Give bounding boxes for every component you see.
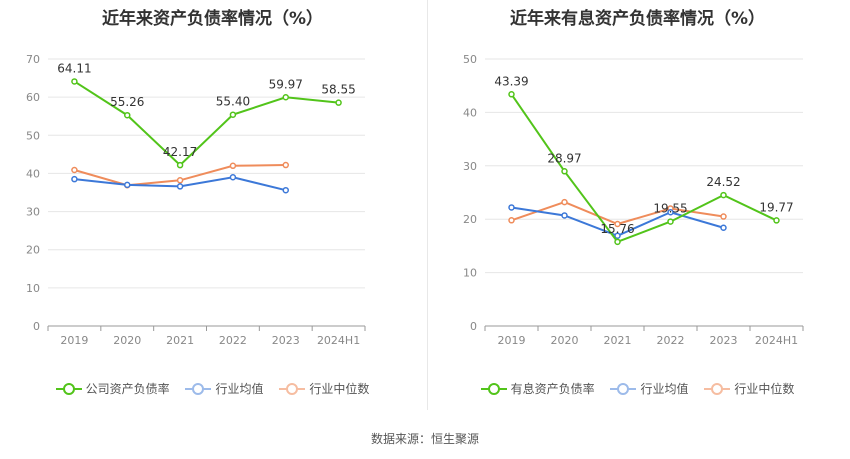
y-tick-label: 40 [463,106,477,119]
legend-label: 有息资产负债率 [510,382,595,396]
x-tick-label: 2020 [113,334,141,347]
x-tick-label: 2020 [551,334,579,347]
chart-legend: 有息资产负债率 行业均值 行业中位数 [425,380,850,398]
chart-title: 近年来资产负债率情况（%） [101,9,324,29]
chart-plot-debt-ratio: 0 10 20 30 40 50 60 70 2019 2020 2021 2022 2023 2024H… [26,53,366,347]
data-point [508,91,515,98]
y-tick-label: 0 [33,320,40,333]
chart-panel-debt-ratio: 近年来资产负债率情况（%） 0 10 20 30 40 50 60 70 2019 2020 202… [0,0,425,410]
legend-label: 行业均值 [640,382,689,396]
legend-item-company-ratio[interactable]: 公司资产负债率 [55,380,170,397]
data-point [176,177,184,184]
y-tick-label: 50 [463,53,477,66]
data-point [508,204,515,211]
legend-item-industry-mean[interactable]: 行业均值 [185,380,264,397]
data-point [124,181,131,189]
legend-swatch-blue [185,382,212,395]
data-label: 43.39 [494,74,528,88]
data-point [667,209,674,216]
y-tick-label: 40 [26,167,40,180]
legend-label: 行业中位数 [734,382,795,396]
data-point [71,166,78,174]
x-tick-label: 2021 [166,334,194,347]
chart-title: 近年来有息资产负债率情况（%） [509,9,766,29]
y-tick-label: 50 [26,129,40,142]
data-label: 59.97 [269,77,303,91]
legend-swatch-orange [279,382,306,395]
y-tick-label: 10 [26,282,40,295]
data-label: 58.55 [321,83,355,97]
data-label: 55.40 [216,95,250,109]
y-tick-label: 30 [26,206,40,219]
data-point [176,161,184,169]
series-line [73,80,339,167]
data-point [282,186,289,194]
legend-item-industry-median[interactable]: 行业中位数 [704,380,794,397]
legend-item-interest-ratio[interactable]: 有息资产负债率 [480,380,595,397]
x-tick-label: 2023 [710,334,738,347]
series-line [510,93,777,244]
y-tick-label: 30 [463,160,477,173]
x-tick-label: 2022 [219,334,247,347]
data-point [229,111,237,118]
y-tick-label: 20 [463,213,477,226]
legend-swatch-blue [610,382,637,395]
legend-label: 行业中位数 [309,382,370,396]
data-point [229,162,237,170]
legend-swatch-green [55,382,82,395]
chart-plot-interest-debt-ratio: 0 10 20 30 40 50 2019 2020 2021 2022 2023 2024H1 43.… [463,53,804,347]
x-tick-label: 2024H1 [317,334,360,347]
x-tick-label: 2023 [272,334,300,347]
data-point [561,198,568,206]
data-point [282,94,289,101]
x-tick-label: 2019 [60,334,88,347]
data-source-note: 数据来源：恒生聚源 [370,432,479,446]
data-point [614,232,621,240]
data-point [508,217,515,224]
y-tick-label: 20 [26,244,40,257]
data-label: 15.76 [600,222,634,236]
data-point [720,191,727,199]
y-tick-label: 60 [26,91,40,104]
chart-panel-interest-debt-ratio: 近年来有息资产负债率情况（%） 0 10 20 30 40 50 2019 2020 2021 2… [425,0,850,410]
chart-legend: 公司资产负债率 行业均值 行业中位数 [0,380,425,398]
y-tick-label: 70 [26,53,40,66]
x-tick-label: 2022 [657,334,685,347]
y-tick-label: 0 [470,320,477,333]
data-point [282,161,289,169]
data-point [720,213,727,220]
data-point [667,218,674,225]
data-point [773,217,780,224]
data-point [71,78,78,85]
x-tick-label: 2021 [604,334,632,347]
x-tick-label: 2024H1 [755,334,798,347]
data-label: 24.52 [706,175,740,189]
data-label: 64.11 [57,61,91,75]
legend-item-industry-median[interactable]: 行业中位数 [279,380,369,397]
data-label: 19.77 [759,200,793,214]
data-point [561,168,568,175]
data-point [335,99,342,106]
legend-swatch-orange [704,382,731,395]
data-point [614,238,621,246]
data-point [561,212,568,219]
legend-swatch-green [480,382,507,395]
data-label: 19.55 [653,202,687,216]
y-tick-label: 10 [463,267,477,280]
data-label: 42.17 [163,145,197,159]
data-point [614,220,621,228]
data-point [124,111,131,119]
data-point [71,175,78,183]
data-point [720,224,727,231]
x-tick-label: 2019 [498,334,526,347]
legend-label: 公司资产负债率 [85,382,170,396]
data-point [176,183,184,190]
legend-item-industry-mean[interactable]: 行业均值 [610,380,689,397]
data-label: 28.97 [547,151,581,165]
panel-divider [427,0,428,410]
data-point [229,173,237,181]
legend-label: 行业均值 [215,382,264,396]
data-label: 55.26 [110,95,144,109]
